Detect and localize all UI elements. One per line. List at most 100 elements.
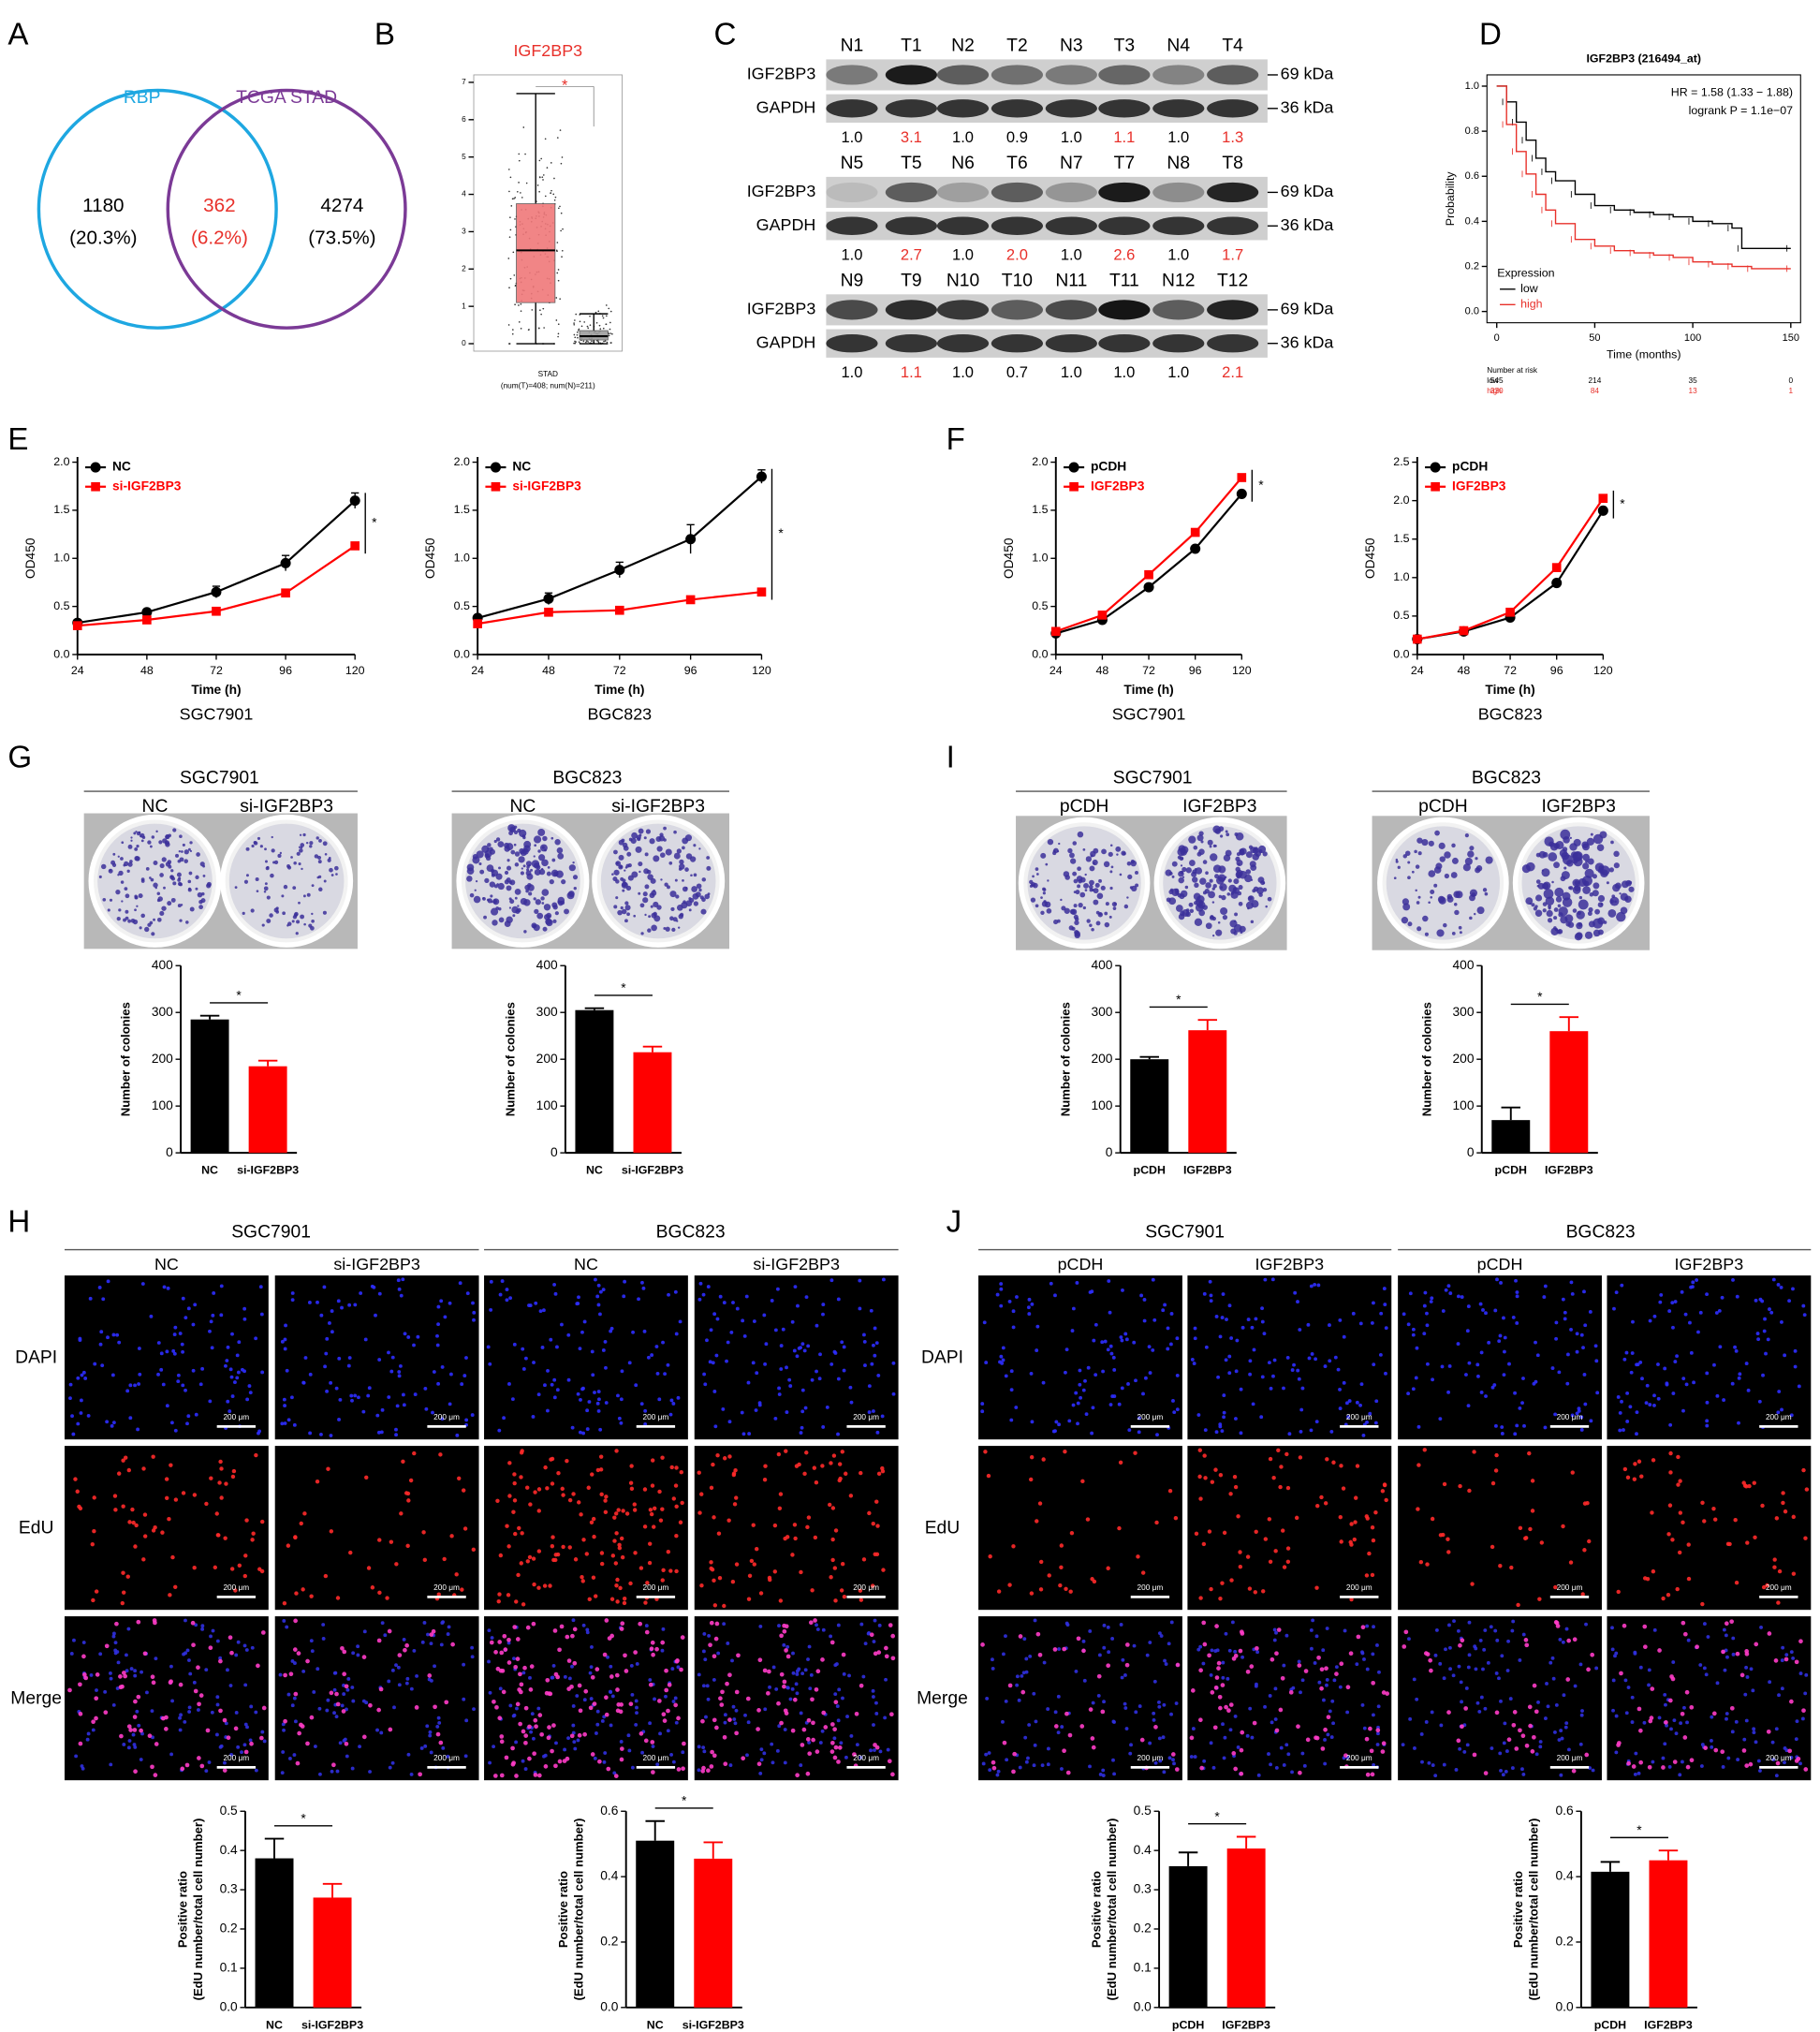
cell bbox=[436, 1304, 441, 1309]
cell bbox=[1118, 1460, 1123, 1465]
cell bbox=[1157, 1631, 1162, 1636]
cell bbox=[1783, 1509, 1788, 1514]
cell bbox=[1692, 1380, 1696, 1385]
cell bbox=[1684, 1689, 1690, 1695]
cell bbox=[1106, 1347, 1110, 1352]
cell bbox=[609, 1633, 615, 1639]
cell bbox=[800, 1388, 805, 1392]
cell bbox=[234, 1711, 239, 1715]
cell bbox=[1065, 1770, 1071, 1775]
cell bbox=[1065, 1623, 1070, 1627]
cell bbox=[1127, 1428, 1132, 1433]
jitter-point bbox=[514, 303, 516, 306]
cell bbox=[1248, 1372, 1253, 1377]
y-tick-label: 2 bbox=[462, 264, 466, 272]
cell bbox=[702, 1372, 707, 1377]
cell bbox=[338, 1397, 343, 1402]
cell bbox=[1430, 1296, 1434, 1301]
cell bbox=[1479, 1695, 1484, 1700]
cell bbox=[222, 1717, 228, 1723]
y-tick-label: 1.0 bbox=[1393, 570, 1409, 583]
colony bbox=[117, 855, 120, 858]
cell bbox=[169, 1421, 174, 1425]
cell bbox=[756, 1727, 760, 1731]
cell bbox=[1543, 1425, 1548, 1430]
cell bbox=[1725, 1655, 1729, 1659]
x-tick-label: NC bbox=[647, 2018, 664, 2031]
cell bbox=[841, 1652, 846, 1657]
cell bbox=[1510, 1766, 1515, 1771]
cell bbox=[582, 1731, 587, 1737]
cell bbox=[514, 1774, 519, 1778]
cell bbox=[648, 1721, 653, 1726]
cell bbox=[1495, 1638, 1500, 1642]
cell bbox=[170, 1699, 175, 1703]
colony bbox=[1073, 904, 1078, 908]
cell bbox=[698, 1281, 703, 1286]
colony bbox=[1189, 860, 1196, 866]
cell bbox=[550, 1675, 554, 1680]
cell bbox=[130, 1507, 135, 1512]
cell bbox=[1744, 1484, 1749, 1489]
cell bbox=[1591, 1768, 1595, 1773]
colony bbox=[1068, 925, 1074, 931]
annotation: * bbox=[1176, 993, 1182, 1007]
survival-curve bbox=[1496, 85, 1791, 270]
cell bbox=[1088, 1629, 1093, 1633]
cell bbox=[1221, 1722, 1225, 1727]
cell bbox=[506, 1593, 511, 1598]
cell bbox=[1718, 1345, 1723, 1349]
cell bbox=[861, 1557, 867, 1562]
cell bbox=[1725, 1541, 1731, 1547]
cell bbox=[1238, 1564, 1243, 1569]
colony bbox=[1416, 901, 1420, 905]
cell bbox=[785, 1644, 790, 1649]
cell bbox=[762, 1478, 768, 1482]
cell bbox=[1245, 1733, 1250, 1738]
cell bbox=[489, 1640, 494, 1645]
cell bbox=[100, 1363, 105, 1368]
cell bbox=[985, 1696, 990, 1701]
colony bbox=[1562, 891, 1571, 901]
cell bbox=[1559, 1773, 1563, 1777]
cell bbox=[1721, 1649, 1725, 1655]
cell bbox=[609, 1664, 613, 1669]
colony bbox=[127, 919, 132, 923]
cell bbox=[1711, 1711, 1717, 1716]
cell bbox=[1078, 1382, 1082, 1387]
colony bbox=[1569, 836, 1572, 840]
cell bbox=[836, 1297, 841, 1302]
cell bbox=[312, 1690, 316, 1694]
cell bbox=[329, 1529, 334, 1534]
x-tick-label: 120 bbox=[1593, 664, 1613, 677]
cell bbox=[1420, 1760, 1424, 1764]
cell bbox=[1028, 1477, 1034, 1482]
ratio-label: 1.0 bbox=[841, 363, 862, 381]
cell bbox=[701, 1649, 706, 1654]
cell bbox=[1789, 1699, 1794, 1704]
blot-band bbox=[1045, 99, 1097, 118]
cell bbox=[679, 1469, 683, 1475]
colony bbox=[508, 897, 512, 901]
cell bbox=[1263, 1537, 1269, 1541]
colony bbox=[1397, 865, 1401, 869]
colony bbox=[1590, 832, 1593, 836]
cell bbox=[726, 1340, 730, 1345]
cell bbox=[156, 1341, 161, 1345]
cell bbox=[1280, 1675, 1285, 1681]
annotation: * bbox=[682, 1794, 687, 1808]
colony bbox=[256, 890, 259, 892]
cell bbox=[1101, 1768, 1106, 1773]
cell bbox=[243, 1683, 248, 1687]
cell bbox=[419, 1746, 424, 1750]
cell bbox=[250, 1538, 255, 1542]
colony bbox=[547, 866, 550, 869]
cell bbox=[1585, 1500, 1590, 1506]
cell bbox=[1497, 1339, 1502, 1344]
jitter-point bbox=[591, 340, 593, 343]
cell bbox=[1081, 1388, 1086, 1392]
colony bbox=[1074, 932, 1080, 939]
cell bbox=[198, 1693, 204, 1698]
colony bbox=[317, 875, 322, 879]
cell bbox=[1460, 1700, 1464, 1704]
